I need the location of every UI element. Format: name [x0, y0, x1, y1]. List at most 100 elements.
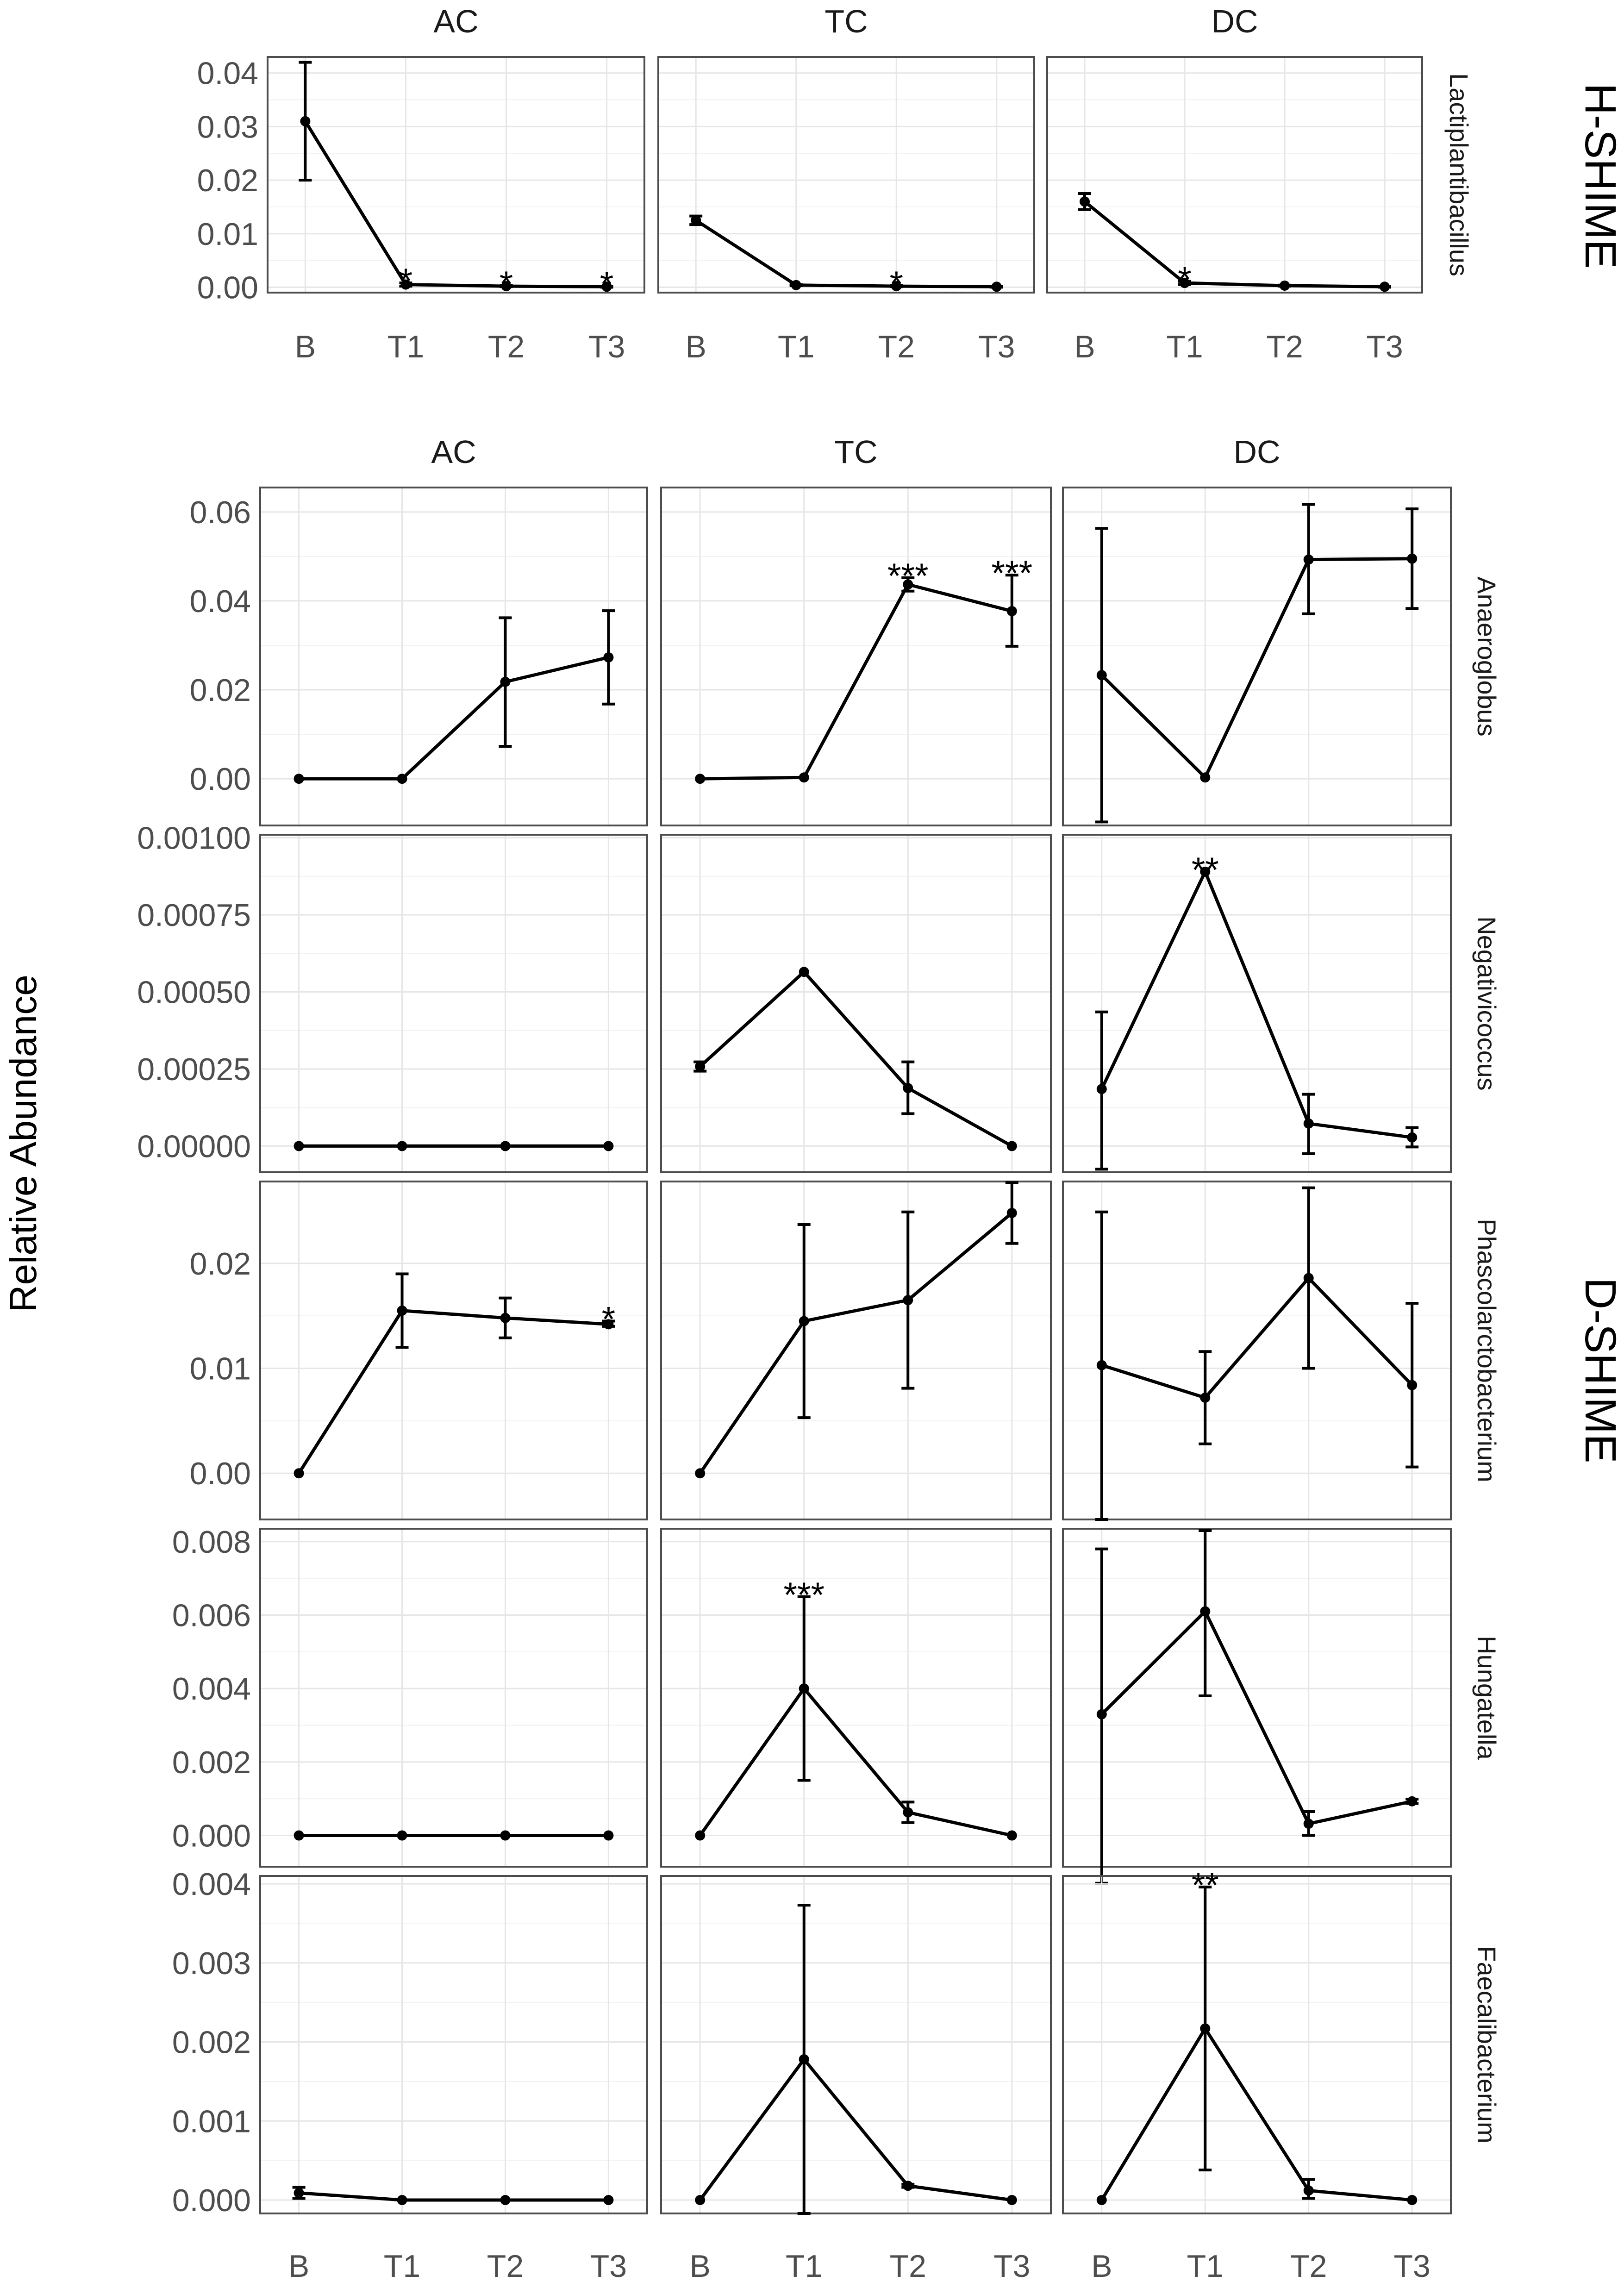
data-point [500, 1830, 511, 1841]
y-tick-label: 0.008 [172, 1525, 251, 1560]
series-line [699, 1687, 1012, 1837]
column-strip-label: TC [824, 3, 868, 39]
data-point [1380, 281, 1390, 292]
y-tick-label: 0.01 [197, 217, 258, 252]
facet-panel [1062, 1528, 1452, 1885]
significance-label: * [889, 264, 903, 304]
data-point [1200, 2023, 1211, 2034]
data-point [603, 1319, 614, 1330]
x-tick-label: B [295, 329, 316, 364]
panel-border [660, 487, 1052, 826]
data-point [903, 579, 913, 590]
series-line [1100, 870, 1412, 1139]
series-line [299, 2191, 609, 2202]
series-line [1083, 200, 1385, 288]
data-point [799, 1683, 809, 1694]
y-tick-label: 0.00 [190, 1456, 251, 1491]
series-line [1100, 2027, 1412, 2202]
facet-panel: * * * [267, 56, 645, 304]
x-tick-label: T1 [778, 329, 814, 364]
data-point [695, 2194, 706, 2205]
data-point [695, 774, 706, 784]
significance-label: * [399, 262, 413, 301]
facet-panel [259, 1875, 648, 2214]
y-tick-label: 0.002 [172, 2025, 251, 2060]
data-point [1407, 553, 1418, 564]
data-point [799, 1316, 809, 1326]
y-tick-label: 0.04 [197, 56, 258, 91]
y-tick-label: 0.00050 [137, 975, 251, 1010]
column-strip-label: TC [834, 434, 877, 470]
column-strip-label: AC [433, 3, 478, 39]
x-tick-label: B [288, 2249, 309, 2284]
x-tick-label: T2 [487, 2249, 524, 2284]
facet-panel: ** [1062, 834, 1452, 1173]
data-point [397, 774, 407, 784]
panel-border [1062, 834, 1452, 1173]
series-line [1100, 557, 1412, 779]
y-tick-label: 0.000 [172, 1819, 251, 1854]
y-tick-label: 0.00025 [137, 1052, 251, 1087]
data-point [294, 1468, 304, 1479]
x-tick-label: T3 [588, 329, 625, 364]
y-tick-label: 0.006 [172, 1598, 251, 1633]
x-tick-label: T3 [1394, 2249, 1430, 2284]
data-point [1200, 1393, 1211, 1403]
data-point [695, 1468, 706, 1479]
facet-panel [259, 834, 648, 1173]
data-point [1303, 2185, 1314, 2196]
y-tick-label: 0.02 [190, 673, 251, 708]
data-point [1407, 1132, 1418, 1143]
data-point [1200, 866, 1211, 877]
x-tick-label: B [690, 2249, 711, 2284]
facet-panel [1062, 1181, 1452, 1521]
data-point [1180, 278, 1190, 288]
data-point [1096, 2194, 1107, 2205]
facet-panel [660, 1181, 1052, 1520]
data-point [397, 1141, 407, 1151]
row-strip-label: Negativicoccus [1472, 916, 1501, 1091]
x-tick-label: T2 [878, 329, 915, 364]
series-line [304, 120, 607, 288]
y-tick-label: 0.004 [172, 1867, 251, 1902]
data-point [695, 1830, 706, 1841]
data-point [1006, 606, 1017, 617]
data-point [903, 1295, 913, 1306]
row-strip-label: Hungatella [1472, 1636, 1501, 1760]
data-point [500, 2194, 511, 2205]
data-point [294, 2188, 304, 2198]
data-point [601, 281, 612, 292]
data-point [799, 772, 809, 783]
facet-panel [259, 1528, 648, 1868]
series-line [297, 1309, 609, 1475]
y-tick-label: 0.004 [172, 1671, 251, 1707]
data-point [500, 1313, 511, 1323]
y-tick-label: 0.03 [197, 109, 258, 144]
facet-panel: * [1046, 56, 1423, 300]
facet-panel [259, 487, 648, 826]
significance-label: *** [991, 554, 1032, 593]
series-line [1100, 1610, 1412, 1825]
y-tick-label: 0.00 [190, 762, 251, 797]
group-label: D-SHIME [1576, 1277, 1624, 1463]
panel-border [1062, 487, 1452, 826]
series-line [695, 219, 997, 288]
panel-border [660, 1875, 1052, 2214]
data-point [1096, 670, 1107, 681]
data-point [1096, 1084, 1107, 1094]
significance-label: * [600, 265, 614, 304]
data-point [603, 652, 614, 663]
y-tick-label: 0.02 [190, 1246, 251, 1282]
y-tick-label: 0.01 [190, 1351, 251, 1387]
panel-border [267, 56, 645, 294]
x-tick-label: T1 [1166, 329, 1203, 364]
data-point [294, 774, 304, 784]
data-point [1280, 280, 1290, 291]
y-tick-label: 0.02 [197, 163, 258, 198]
data-point [603, 1141, 614, 1151]
panel-border [259, 1181, 648, 1520]
data-point [300, 116, 311, 126]
group-label: H-SHIME [1576, 83, 1624, 269]
